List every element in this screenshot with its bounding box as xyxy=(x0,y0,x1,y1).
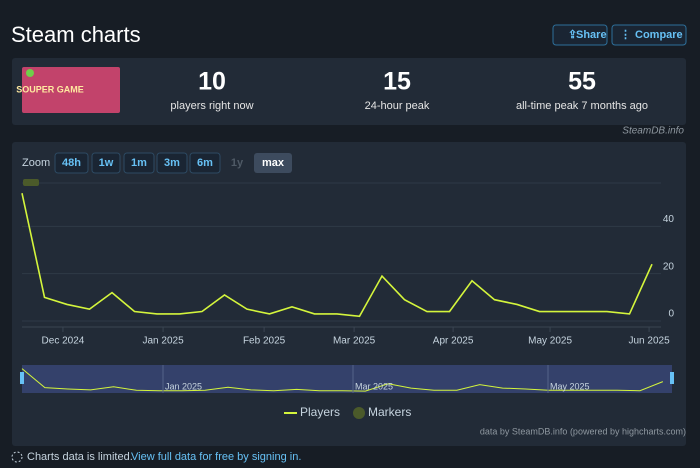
chart-credit: data by SteamDB.info (powered by highcha… xyxy=(480,426,686,436)
game-image-text: SOUPER GAME xyxy=(16,84,84,94)
watermark: SteamDB.info xyxy=(622,126,684,137)
stat-label: players right now xyxy=(170,100,253,112)
stat-label: all-time peak 7 months ago xyxy=(516,100,648,112)
players-line xyxy=(21,193,653,318)
zoom-label: Zoom xyxy=(22,157,50,169)
zoom-button[interactable] xyxy=(156,152,188,174)
legend-label[interactable]: Players xyxy=(300,405,340,419)
zoom-button-active[interactable] xyxy=(254,153,292,173)
navigator-handle[interactable] xyxy=(670,372,674,384)
stats-panel xyxy=(12,58,686,125)
zoom-button-label[interactable]: 3m xyxy=(164,157,180,169)
compare-button-label[interactable]: Compare xyxy=(635,29,683,41)
compare-button[interactable] xyxy=(611,24,687,46)
x-tick-label: Apr 2025 xyxy=(433,336,474,347)
legend-swatch xyxy=(353,407,365,419)
game-image xyxy=(22,67,120,113)
navigator-label: May 2025 xyxy=(550,381,590,391)
y-tick-label: 40 xyxy=(663,214,675,225)
legend-label[interactable]: Markers xyxy=(368,405,411,419)
zoom-button-label[interactable]: 1y xyxy=(231,157,244,169)
navigator-handle[interactable] xyxy=(20,372,24,384)
x-tick-label: Mar 2025 xyxy=(333,336,376,347)
game-image-badge xyxy=(26,69,34,77)
navigator xyxy=(22,365,672,393)
x-tick-label: Dec 2024 xyxy=(42,336,85,347)
stat-value: 10 xyxy=(198,68,226,96)
notice-icon xyxy=(11,451,23,463)
stat-value: 55 xyxy=(568,68,596,96)
share-button-label[interactable]: Share xyxy=(576,29,607,41)
footer-link[interactable]: View full data for free by signing in. xyxy=(131,451,301,463)
compare-button-icon: ⋮ xyxy=(620,29,631,41)
navigator-line xyxy=(21,368,664,392)
y-tick-label: 0 xyxy=(668,309,674,320)
page-title: Steam charts xyxy=(11,22,141,47)
x-tick-label: Jan 2025 xyxy=(142,336,184,347)
share-button[interactable] xyxy=(552,24,608,46)
zoom-button[interactable] xyxy=(54,152,89,174)
stat-label: 24-hour peak xyxy=(365,100,430,112)
zoom-button-label[interactable]: 48h xyxy=(62,157,81,169)
y-tick-label: 20 xyxy=(663,261,675,272)
navigator-label: Mar 2025 xyxy=(355,381,393,391)
event-marker xyxy=(23,179,39,186)
zoom-button[interactable] xyxy=(91,152,121,174)
stat-value: 15 xyxy=(383,68,411,96)
x-tick-label: May 2025 xyxy=(528,336,572,347)
zoom-button-label[interactable]: max xyxy=(262,157,285,169)
share-button-icon: ⇪ xyxy=(568,29,577,41)
x-tick-label: Jun 2025 xyxy=(628,336,670,347)
zoom-button-label[interactable]: 6m xyxy=(197,157,213,169)
zoom-button[interactable] xyxy=(189,152,221,174)
navigator-label: Jan 2025 xyxy=(165,381,202,391)
zoom-button-label[interactable]: 1w xyxy=(99,157,114,169)
zoom-button-label[interactable]: 1m xyxy=(131,157,147,169)
footer-notice: Charts data is limited. xyxy=(27,451,133,463)
x-tick-label: Feb 2025 xyxy=(243,336,286,347)
zoom-button[interactable] xyxy=(123,152,155,174)
